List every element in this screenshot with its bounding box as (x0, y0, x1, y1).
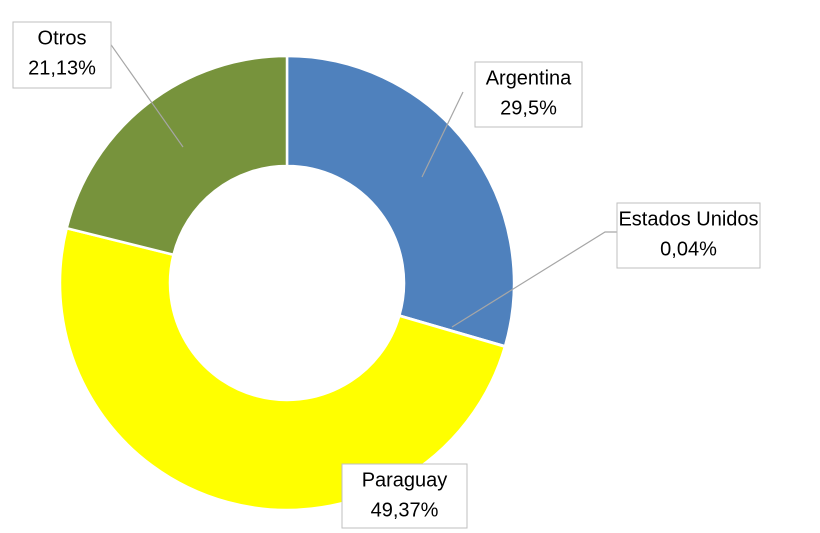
slice-label: Otros (38, 27, 87, 49)
slice-label: Paraguay (362, 469, 448, 491)
slice-label: Estados Unidos (618, 208, 758, 230)
donut-slice (65, 54, 289, 257)
label-box (474, 61, 583, 128)
slice-label: Argentina (486, 67, 572, 89)
slice-value: 49,37% (371, 499, 439, 521)
donut-slice (285, 54, 516, 348)
slice-value: 29,5% (500, 97, 557, 119)
label-box (12, 21, 112, 89)
leader-line (421, 91, 464, 178)
leader-line (451, 231, 617, 328)
label-box (616, 202, 761, 269)
label-box (341, 463, 468, 529)
slice-value: 21,13% (28, 57, 96, 79)
slice-value: 0,04% (660, 238, 717, 260)
